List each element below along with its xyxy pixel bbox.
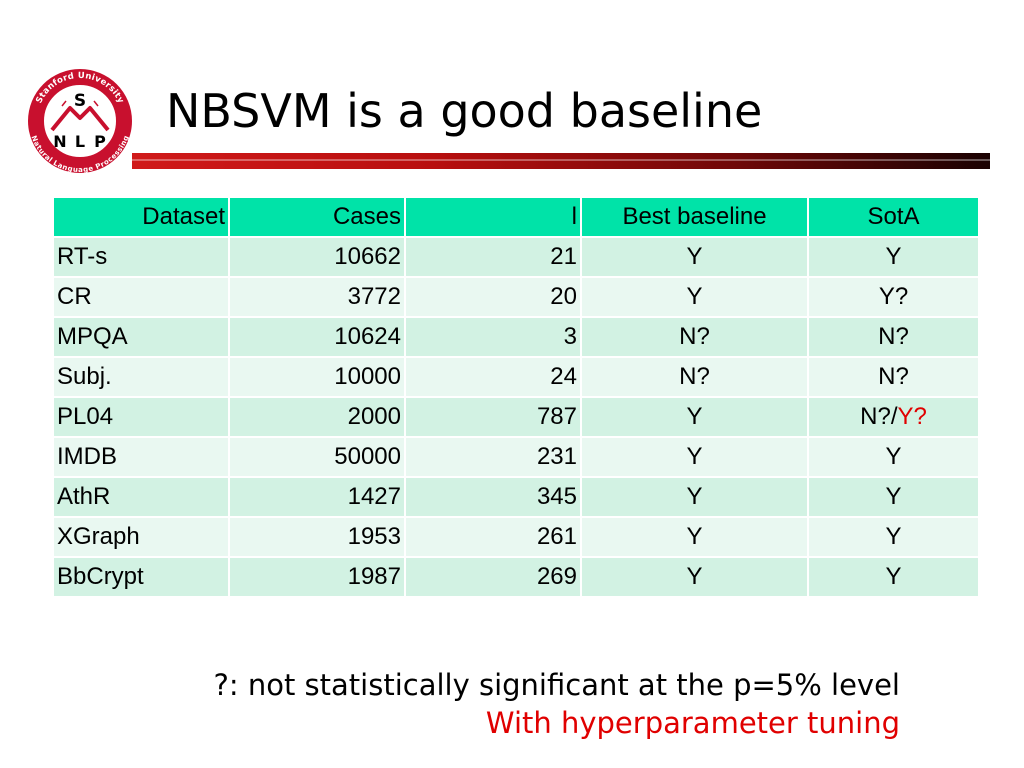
cell-l: 20 — [404, 276, 582, 318]
cell-l: 261 — [404, 516, 582, 558]
cell-cases: 3772 — [228, 276, 406, 318]
sota-value: Y — [885, 563, 902, 590]
cell-cases: 1987 — [228, 556, 406, 598]
cell-l: 231 — [404, 436, 582, 478]
cell-cases: 1953 — [228, 516, 406, 558]
cell-l: 3 — [404, 316, 582, 358]
footnote-significance: ?: not statistically significant at the … — [213, 668, 900, 702]
cell-dataset: AthR — [52, 476, 230, 518]
table-row: XGraph 1953 261 Y Y — [52, 516, 980, 558]
table-row: AthR 1427 345 Y Y — [52, 476, 980, 518]
cell-dataset: XGraph — [52, 516, 230, 558]
cell-dataset: BbCrypt — [52, 556, 230, 598]
cell-l: 345 — [404, 476, 582, 518]
cell-cases: 10000 — [228, 356, 406, 398]
table-row: CR 3772 20 Y Y? — [52, 276, 980, 318]
cell-l: 24 — [404, 356, 582, 398]
header-dataset: Dataset — [52, 196, 230, 238]
table-row: Subj. 10000 24 N? N? — [52, 356, 980, 398]
cell-best-baseline: Y — [580, 236, 809, 278]
cell-best-baseline: Y — [580, 436, 809, 478]
footnote: ?: not statistically significant at the … — [100, 666, 900, 742]
header-cases: Cases — [228, 196, 406, 238]
cell-sota: Y — [807, 556, 980, 598]
cell-best-baseline: Y — [580, 516, 809, 558]
cell-dataset: PL04 — [52, 396, 230, 438]
logo-letter-s: S — [74, 91, 86, 111]
cell-l: 269 — [404, 556, 582, 598]
cell-best-baseline: N? — [580, 356, 809, 398]
logo-letter-l: L — [75, 132, 85, 151]
cell-l: 21 — [404, 236, 582, 278]
cell-cases: 1427 — [228, 476, 406, 518]
title-underline-bar — [132, 153, 990, 169]
sota-value: Y — [885, 243, 902, 270]
table-row: MPQA 10624 3 N? N? — [52, 316, 980, 358]
sota-value: Y — [885, 443, 902, 470]
stanford-nlp-logo: Stanford University Natural Language Pro… — [28, 69, 132, 174]
table-row: BbCrypt 1987 269 Y Y — [52, 556, 980, 598]
cell-dataset: IMDB — [52, 436, 230, 478]
cell-dataset: Subj. — [52, 356, 230, 398]
table-row: IMDB 50000 231 Y Y — [52, 436, 980, 478]
cell-cases: 2000 — [228, 396, 406, 438]
sota-tuned-value: Y? — [897, 403, 927, 430]
cell-sota: N?/Y? — [807, 396, 980, 438]
table-row: RT-s 10662 21 Y Y — [52, 236, 980, 278]
cell-dataset: MPQA — [52, 316, 230, 358]
cell-best-baseline: Y — [580, 276, 809, 318]
cell-cases: 10662 — [228, 236, 406, 278]
results-table: Dataset Cases l Best baseline SotA RT-s … — [52, 196, 980, 598]
cell-sota: Y — [807, 476, 980, 518]
cell-l: 787 — [404, 396, 582, 438]
header-best-baseline: Best baseline — [580, 196, 809, 238]
sota-value: Y — [885, 523, 902, 550]
cell-sota: Y? — [807, 276, 980, 318]
cell-best-baseline: N? — [580, 316, 809, 358]
sota-value: Y? — [878, 283, 909, 310]
cell-sota: Y — [807, 236, 980, 278]
cell-sota: Y — [807, 436, 980, 478]
cell-sota: N? — [807, 356, 980, 398]
sota-value: N?/ — [860, 403, 898, 430]
sota-value: N? — [878, 363, 909, 390]
header-l: l — [404, 196, 582, 238]
cell-sota: N? — [807, 316, 980, 358]
table-row: PL04 2000 787 Y N?/Y? — [52, 396, 980, 438]
cell-cases: 10624 — [228, 316, 406, 358]
cell-sota: Y — [807, 516, 980, 558]
mountain-icon — [50, 106, 110, 132]
logo-letter-p: P — [94, 132, 106, 151]
cell-best-baseline: Y — [580, 556, 809, 598]
logo-letter-n: N — [53, 132, 66, 151]
header-sota: SotA — [807, 196, 980, 238]
cell-best-baseline: Y — [580, 396, 809, 438]
sota-value: Y — [885, 483, 902, 510]
cell-dataset: CR — [52, 276, 230, 318]
table-header-row: Dataset Cases l Best baseline SotA — [52, 196, 980, 238]
slide-title: NBSVM is a good baseline — [166, 84, 763, 138]
cell-dataset: RT-s — [52, 236, 230, 278]
sota-value: N? — [878, 323, 909, 350]
cell-cases: 50000 — [228, 436, 406, 478]
cell-best-baseline: Y — [580, 476, 809, 518]
footnote-hyperparameter: With hyperparameter tuning — [485, 706, 900, 740]
